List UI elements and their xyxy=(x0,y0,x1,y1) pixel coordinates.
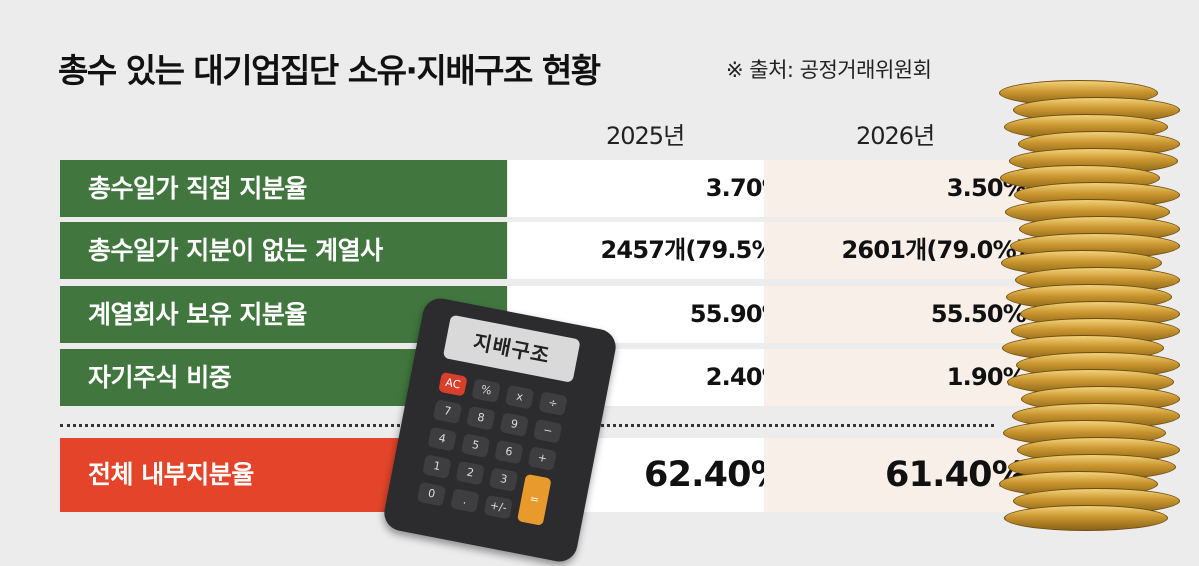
cell-2026: 1.90% xyxy=(764,349,1054,406)
calculator-key: 7 xyxy=(432,399,463,424)
calculator-key: 4 xyxy=(427,426,457,452)
calculator-key: . xyxy=(450,488,480,513)
coin-stack-illustration xyxy=(999,80,1199,566)
calculator-key: 9 xyxy=(499,412,529,437)
calculator-key: 5 xyxy=(460,433,491,458)
cell-2026: 3.50% xyxy=(764,160,1054,217)
calculator-key: % xyxy=(471,378,501,403)
calculator-key: + xyxy=(527,446,557,471)
row-label: 총수일가 지분이 없는 계열사 xyxy=(60,222,507,279)
calculator-key: 8 xyxy=(466,405,496,431)
cell-2025: 2457개(79.5%) xyxy=(508,222,803,279)
calculator-key: = xyxy=(516,473,552,526)
cell-2026: 55.50% xyxy=(764,286,1054,343)
calculator-key: 2 xyxy=(455,460,485,486)
calculator-key: − xyxy=(532,418,563,444)
calculator-key: 3 xyxy=(488,467,519,492)
cell-2026: 2601개(79.0%) xyxy=(764,222,1054,279)
cell-2025: 3.70% xyxy=(508,160,803,217)
calculator-key: 6 xyxy=(494,439,524,465)
calculator-key: AC xyxy=(438,371,468,397)
calculator-key: 1 xyxy=(422,454,452,479)
calculator-key: +/- xyxy=(483,494,513,520)
column-header-2025: 2025년 xyxy=(606,122,685,150)
page-title: 총수 있는 대기업집단 소유·지배구조 현황 xyxy=(58,51,601,90)
calculator-screen: 지배구조 xyxy=(442,314,581,383)
source-note: ※ 출처: 공정거래위원회 xyxy=(726,58,932,82)
calculator-key: ÷ xyxy=(538,391,568,416)
cell-2026: 61.40% xyxy=(764,438,1054,512)
coin-shape xyxy=(1004,505,1168,531)
calculator-key: 0 xyxy=(416,481,447,507)
row-label: 총수일가 직접 지분율 xyxy=(60,160,507,217)
column-header-2026: 2026년 xyxy=(856,122,935,150)
calculator-key: x xyxy=(504,384,535,410)
